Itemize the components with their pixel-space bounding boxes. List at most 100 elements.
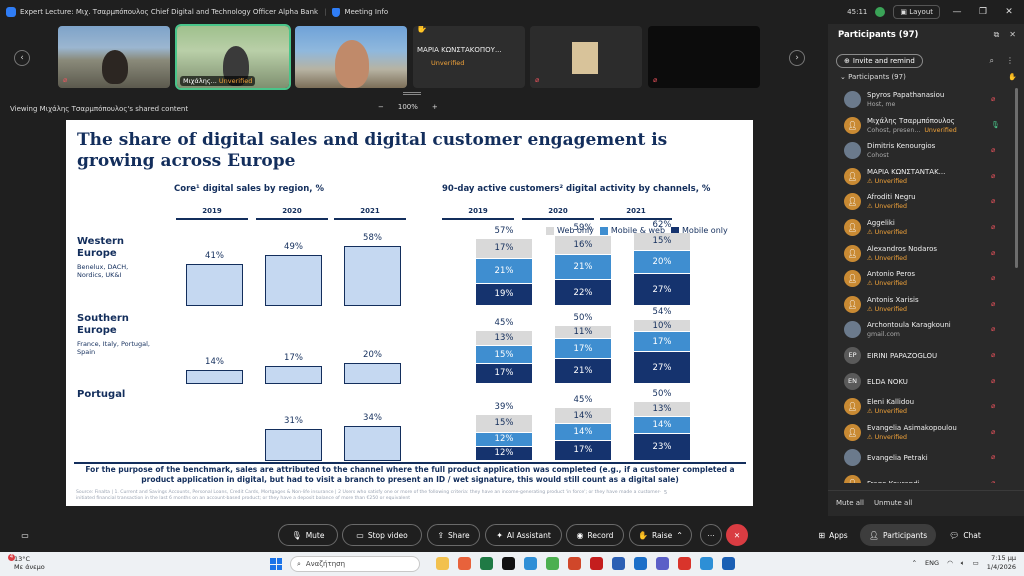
- video-tile-3[interactable]: [295, 26, 407, 88]
- apps-button[interactable]: ⊞ Apps: [810, 524, 856, 546]
- mute-all-button[interactable]: Mute all: [836, 498, 864, 507]
- mic-muted-icon[interactable]: ⌀: [991, 376, 996, 385]
- connection-status-icon[interactable]: [875, 7, 886, 17]
- participant-row[interactable]: 👤︎ Antonio Peros ⚠ Unverified ⌀: [828, 267, 1018, 293]
- layout-button[interactable]: ▣ Layout: [893, 5, 940, 19]
- mic-muted-icon[interactable]: ⌀: [991, 222, 996, 231]
- chevron-left-icon[interactable]: ‹: [14, 50, 30, 66]
- participant-row[interactable]: Spyros Papathanasiou Host, me ⌀: [828, 88, 1018, 114]
- participant-row[interactable]: 👤︎ Μιχάλης Τσαρμπόπουλος Cohost, presen...…: [828, 114, 1018, 140]
- mic-muted-icon[interactable]: ⌀: [991, 350, 996, 359]
- tile-status: Unverified: [218, 77, 253, 85]
- shield-icon[interactable]: [332, 7, 341, 17]
- wifi-icon[interactable]: ◠: [947, 559, 953, 567]
- mic-muted-icon[interactable]: ⌀: [991, 325, 996, 334]
- mic-muted-icon[interactable]: ⌀: [991, 299, 996, 308]
- invite-and-remind-button[interactable]: ⊕ Invite and remind: [836, 54, 923, 68]
- lang-indicator[interactable]: ENG: [925, 559, 940, 567]
- file-explorer-icon[interactable]: [436, 557, 449, 570]
- participant-row[interactable]: Evangelia Petraki ⌀: [828, 446, 1018, 472]
- video-tile-4[interactable]: ✋ ΜΑΡΙΑ ΚΩΝΣΤΑΚΟΠΟΥ... Unverified ⌀: [413, 26, 525, 88]
- channel-total-label: 45%: [573, 394, 593, 405]
- participant-row[interactable]: Dimitris Kenourgios Cohost ⌀: [828, 139, 1018, 165]
- maximize-icon[interactable]: ❐: [978, 7, 988, 17]
- browser-icon[interactable]: [458, 557, 471, 570]
- webex-icon[interactable]: [634, 557, 647, 570]
- microphone-on-icon[interactable]: 🎙︎: [991, 120, 1000, 129]
- mic-muted-icon[interactable]: ⌀: [991, 171, 996, 180]
- edge-icon[interactable]: [524, 557, 537, 570]
- mic-muted-icon[interactable]: ⌀: [991, 95, 996, 103]
- participants-scrollbar[interactable]: [1015, 88, 1018, 268]
- zoom-out-button[interactable]: −: [378, 103, 384, 111]
- search-icon[interactable]: ⌕: [989, 56, 994, 65]
- word-icon[interactable]: [612, 557, 625, 570]
- chevron-right-icon[interactable]: ›: [789, 50, 805, 66]
- mic-muted-icon[interactable]: ⌀: [991, 478, 996, 483]
- mic-muted-icon[interactable]: ⌀: [991, 274, 996, 283]
- chrome-icon[interactable]: [546, 557, 559, 570]
- participant-subtitle-text: gmail.com: [867, 331, 900, 339]
- end-meeting-button[interactable]: ✕: [726, 524, 748, 546]
- excel-icon[interactable]: [480, 557, 493, 570]
- webex-meeting-icon[interactable]: [722, 557, 735, 570]
- taskbar-clock[interactable]: 7:15 μμ 1/4/2026: [987, 554, 1016, 572]
- participant-row[interactable]: 👤︎ Eleni Kallidou ⚠ Unverified ⌀: [828, 395, 1018, 421]
- mic-muted-icon[interactable]: ⌀: [991, 197, 996, 206]
- tiktok-icon[interactable]: [502, 557, 515, 570]
- sales-bar-label: 31%: [284, 415, 303, 426]
- stop-video-button[interactable]: ▭ Stop video: [342, 524, 422, 546]
- mic-muted-icon[interactable]: ⌀: [991, 146, 996, 155]
- mic-muted-icon[interactable]: ⌀: [991, 453, 996, 462]
- participant-row[interactable]: 👤︎ ΜΑΡΙΑ ΚΩΝΣΤΑΝΤΑΚ... ⚠ Unverified ⌀: [828, 165, 1018, 191]
- video-tile-5[interactable]: ⌀: [530, 26, 642, 88]
- mic-muted-icon[interactable]: ⌀: [991, 248, 996, 257]
- raise-hand-button[interactable]: ✋ Raise ⌃: [629, 524, 692, 546]
- pdf-reader-icon[interactable]: [678, 557, 691, 570]
- participant-row[interactable]: 👤︎ Alexandros Nodaros ⚠ Unverified ⌀: [828, 242, 1018, 268]
- video-tile-6[interactable]: ⌀: [648, 26, 760, 88]
- ai-assistant-button[interactable]: ✦ AI Assistant: [485, 524, 562, 546]
- mic-muted-icon[interactable]: ⌀: [991, 402, 996, 411]
- volume-icon[interactable]: 🔈︎: [960, 558, 965, 567]
- close-panel-icon[interactable]: ✕: [1009, 30, 1016, 39]
- meeting-info-link[interactable]: Meeting Info: [344, 8, 389, 16]
- participant-row[interactable]: 👤︎ Frago Kourandi ⌀: [828, 472, 1018, 483]
- mute-button[interactable]: 🎙︎ Mute: [278, 524, 338, 546]
- caption-settings-icon[interactable]: ▭: [21, 530, 29, 540]
- zoom-in-button[interactable]: +: [431, 103, 438, 111]
- share-button[interactable]: ⇪ Share: [427, 524, 480, 546]
- unmute-all-button[interactable]: Unmute all: [873, 498, 913, 507]
- participant-row[interactable]: 👤︎ Aggeliki ⚠ Unverified ⌀: [828, 216, 1018, 242]
- more-options-button[interactable]: ⋯: [700, 524, 722, 546]
- participants-group-header[interactable]: ⌄ Participants (97) ✋: [840, 73, 1017, 81]
- participant-row[interactable]: Archontoula Karagkouni gmail.com ⌀: [828, 318, 1018, 344]
- participants-button[interactable]: 👤︎ Participants: [860, 524, 936, 546]
- chat-button[interactable]: 💬︎ Chat: [942, 524, 988, 546]
- video-tile-1[interactable]: ⌀: [58, 26, 170, 88]
- battery-icon[interactable]: ▭: [972, 559, 979, 567]
- windows-start-icon[interactable]: [270, 558, 282, 570]
- taskbar-search[interactable]: ⌕ Αναζήτηση: [290, 556, 420, 572]
- minimize-icon[interactable]: —: [952, 7, 962, 17]
- video-tile-2-active-speaker[interactable]: Μιχάλης... Unverified: [175, 24, 291, 90]
- participant-row[interactable]: 👤︎ Evangelia Asimakopoulou ⚠ Unverified ⌀: [828, 421, 1018, 447]
- mic-muted-icon[interactable]: ⌀: [991, 427, 996, 436]
- participant-row[interactable]: 👤︎ Afroditi Negru ⚠ Unverified ⌀: [828, 190, 1018, 216]
- record-button[interactable]: ◉ Record: [566, 524, 624, 546]
- participant-row[interactable]: EN ELDA NOKU ⌀: [828, 370, 1018, 396]
- teams-icon[interactable]: [656, 557, 669, 570]
- popout-icon[interactable]: ⧉: [993, 30, 1000, 39]
- acrobat-icon[interactable]: [590, 557, 603, 570]
- remote-desktop-icon[interactable]: [700, 557, 713, 570]
- resize-handle[interactable]: [403, 92, 421, 95]
- more-options-icon[interactable]: ⋮: [1006, 56, 1014, 65]
- close-icon[interactable]: ✕: [1005, 7, 1013, 17]
- powerpoint-icon[interactable]: [568, 557, 581, 570]
- chevron-up-icon[interactable]: ⌃: [911, 559, 918, 567]
- chevron-down-icon: ⌄: [840, 73, 846, 81]
- participant-row[interactable]: 👤︎ Antonis Xarisis ⚠ Unverified ⌀: [828, 293, 1018, 319]
- weather-widget[interactable]: 4 13°C Με άνεμο: [8, 554, 45, 571]
- zoom-level[interactable]: 100%: [397, 103, 418, 111]
- participant-row[interactable]: EP EIRINI PAPAZOGLOU ⌀: [828, 344, 1018, 370]
